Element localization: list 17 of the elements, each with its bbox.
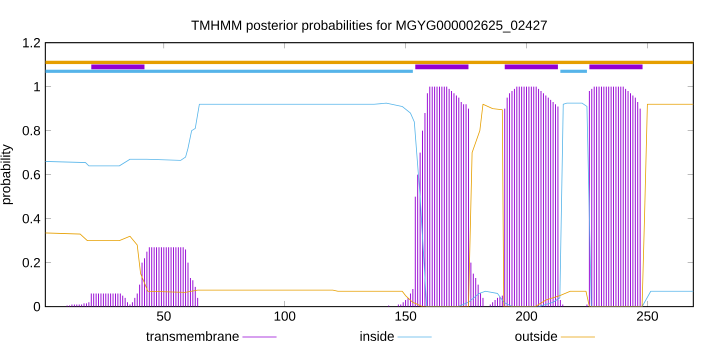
y-tick-label: 0.4 (22, 214, 40, 224)
y-tick-label: 0.6 (22, 170, 40, 180)
x-tick-label: 200 (516, 311, 538, 321)
x-tick-label: 150 (396, 311, 416, 321)
y-tick-label: 0.2 (22, 258, 40, 268)
legend-label: outside (515, 331, 558, 341)
y-tick-label: 1.2 (23, 38, 40, 48)
legend-label: transmembrane (146, 331, 239, 341)
legend-label: inside (360, 331, 394, 341)
y-tick-label: 1 (34, 82, 40, 92)
x-tick-label: 100 (274, 311, 296, 321)
x-tick-label: 250 (636, 311, 658, 321)
x-tick-label: 50 (156, 311, 171, 321)
y-tick-label: 0.8 (22, 126, 40, 136)
y-tick-label: 0 (34, 302, 40, 312)
chart-title: TMHMM posterior probabilities for MGYG000002625_02427 (191, 20, 547, 33)
y-axis-title: probability (0, 144, 13, 204)
